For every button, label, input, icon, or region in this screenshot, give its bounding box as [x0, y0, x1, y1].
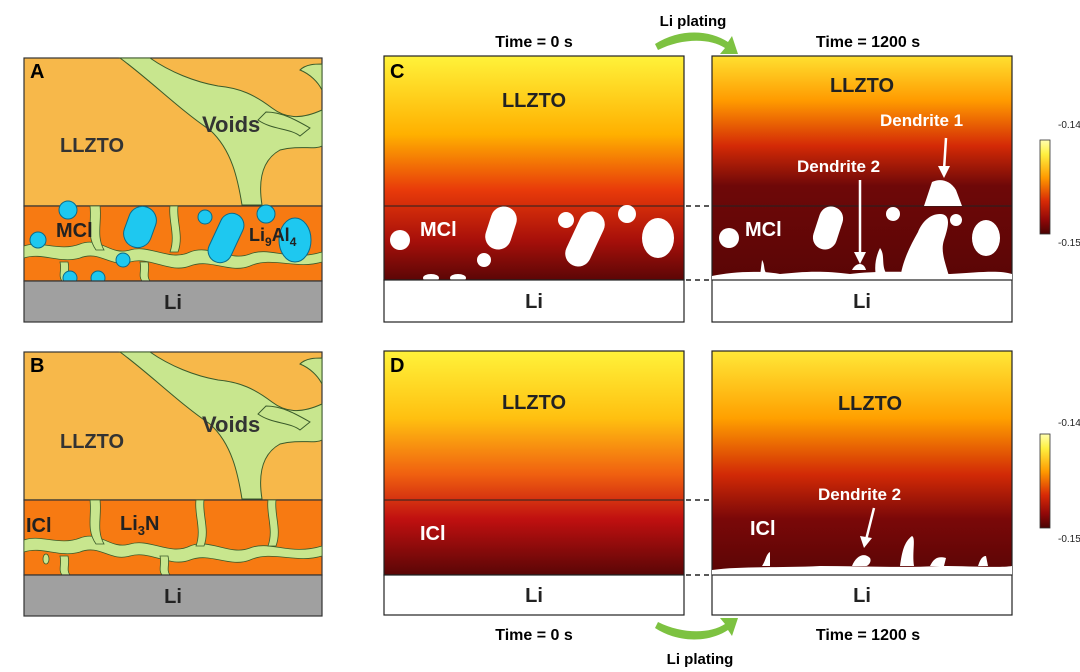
- void-shape: [299, 63, 323, 91]
- voids-network: [118, 351, 323, 500]
- li-label: Li: [853, 291, 871, 313]
- mcl-label: MCl: [56, 220, 93, 242]
- li9al4-particles: [29, 200, 312, 286]
- void-shape: [195, 499, 207, 547]
- void-shape: [257, 111, 311, 137]
- void-shape: [299, 357, 323, 385]
- void-shape: [267, 499, 279, 547]
- li-plating-arrow-icon: [655, 618, 738, 640]
- void-shape: [257, 405, 311, 431]
- mcl-label: MCl: [420, 219, 457, 241]
- mcl-label: MCl: [745, 219, 782, 241]
- arrow-dendrite-2-head: [860, 536, 872, 548]
- arrow-dendrite-2-head: [854, 252, 866, 264]
- void-shape: [59, 555, 71, 576]
- panel-d: D LLZTO ICl Li LLZTO ICl Li Dendrite 2 T…: [383, 350, 1080, 668]
- dendrite-2-label: Dendrite 2: [797, 157, 880, 176]
- li-label: Li: [853, 585, 871, 607]
- lithium-dendrites: [712, 536, 1012, 575]
- llzto-label: LLZTO: [502, 90, 566, 112]
- li-label: Li: [525, 291, 543, 313]
- li3n-label: Li3N: [120, 513, 159, 538]
- li9al4-label: Li9Al4: [249, 225, 297, 249]
- lithium-dendrites: [712, 180, 1012, 280]
- void-shape: [89, 499, 105, 545]
- llzto-label: LLZTO: [838, 393, 902, 415]
- panel-b: B LLZTO Voids ICl Li3N Li: [23, 351, 323, 617]
- li-label: Li: [164, 586, 182, 608]
- voids-label: Voids: [202, 112, 260, 137]
- time-label-left: Time = 0 s: [495, 627, 573, 644]
- voids-network: [118, 57, 323, 206]
- llzto-label: LLZTO: [830, 75, 894, 97]
- void-shape: [42, 553, 50, 565]
- llzto-label: LLZTO: [60, 431, 124, 453]
- dendrite-2-shape: [852, 555, 871, 566]
- colorbar-min: -0.15: [1058, 534, 1080, 545]
- llzto-label: LLZTO: [60, 135, 124, 157]
- colorbar-min: -0.15: [1058, 238, 1080, 249]
- dendrite-1-label: Dendrite 1: [880, 111, 963, 130]
- time-label-left: Time = 0 s: [495, 34, 573, 51]
- llzto-label: LLZTO: [502, 392, 566, 414]
- icl-label: ICl: [26, 515, 52, 537]
- voids-label: Voids: [202, 412, 260, 437]
- panel-letter: B: [30, 355, 44, 377]
- time-label-right: Time = 1200 s: [816, 34, 920, 51]
- li-plating-arrow-icon: [655, 32, 738, 54]
- field-map-time1200: [711, 55, 1013, 281]
- void-shape: [169, 205, 181, 253]
- li-region: [23, 280, 323, 323]
- li-region: [383, 574, 685, 616]
- void-shape: [89, 205, 105, 251]
- li-plating-label: Li plating: [660, 13, 727, 30]
- void-shape: [159, 555, 171, 576]
- icl-label: ICl: [420, 523, 446, 545]
- arrow-dendrite-2-icon: [864, 507, 876, 541]
- panel-a: A LLZTO Voids MCl Li9Al4 Li: [23, 57, 323, 323]
- li-region: [711, 279, 1013, 323]
- li-label: Li: [164, 292, 182, 314]
- li-plating-label: Li plating: [667, 651, 734, 668]
- void-shape: [139, 261, 151, 282]
- panel-c: Time = 0 s Time = 1200 s Li plating C LL…: [383, 13, 1080, 323]
- field-map-time0: [383, 350, 685, 576]
- li-label: Li: [525, 585, 543, 607]
- time-label-right: Time = 1200 s: [816, 627, 920, 644]
- colorbar: [1039, 139, 1051, 235]
- arrow-dendrite-1-icon: [942, 137, 948, 171]
- colorbar-max: -0.14: [1058, 418, 1080, 429]
- panel-letter: A: [30, 61, 44, 83]
- panel-letter: C: [390, 61, 404, 83]
- field-map-time0: [383, 55, 685, 281]
- colorbar-max: -0.14: [1058, 120, 1080, 131]
- dendrite-2-label: Dendrite 2: [818, 485, 901, 504]
- lithium-particles: [390, 205, 674, 282]
- dendrite-1-shape: [924, 180, 962, 206]
- panel-letter: D: [390, 355, 404, 377]
- li-region: [23, 574, 323, 617]
- icl-label: ICl: [750, 518, 776, 540]
- colorbar: [1039, 433, 1051, 529]
- arrow-dendrite-1-head: [938, 166, 950, 178]
- li-region: [711, 574, 1013, 616]
- li-region: [383, 279, 685, 323]
- dendrite-2-shape: [852, 264, 866, 270]
